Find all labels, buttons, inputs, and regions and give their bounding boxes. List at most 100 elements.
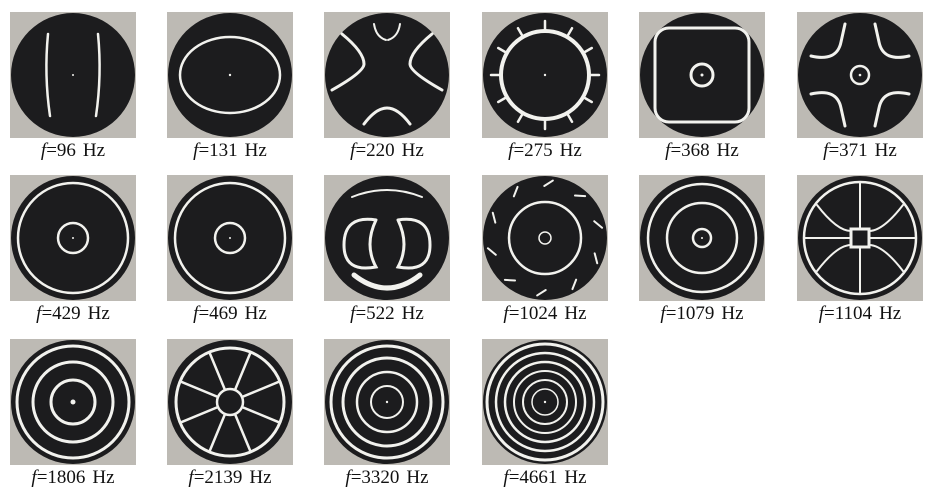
- plate-photo: [167, 339, 293, 465]
- plate-panel: f=469 Hz: [167, 175, 294, 335]
- chladni-pattern-butterfly: [325, 176, 449, 300]
- frequency-value: 371: [839, 140, 868, 161]
- plate-photo: [324, 12, 450, 138]
- sand-line: [873, 22, 911, 59]
- frequency-value: 2139: [204, 467, 243, 488]
- sand-pattern: [653, 26, 751, 124]
- frequency-unit: Hz: [406, 467, 429, 488]
- sand-line: [395, 217, 432, 270]
- sand-ring: [341, 356, 433, 448]
- frequency-symbol: f: [193, 303, 199, 324]
- frequency-unit: Hz: [716, 140, 739, 161]
- chladni-pattern-four-arms-small-ring: [798, 13, 922, 137]
- black-plate: [798, 176, 922, 300]
- sand-pattern: [485, 342, 605, 462]
- frequency-symbol: f: [503, 303, 509, 324]
- sand-spoke: [178, 380, 220, 399]
- frequency-unit: Hz: [87, 303, 110, 324]
- frequency-unit: Hz: [401, 140, 424, 161]
- plate-photo: [324, 339, 450, 465]
- sand-pattern: [174, 346, 286, 458]
- chladni-pattern-many-rings: [483, 340, 607, 464]
- frequency-unit: Hz: [874, 140, 897, 161]
- sand-ring: [522, 379, 568, 425]
- plate-panel: f=371 Hz: [797, 12, 924, 172]
- equals-sign: =: [670, 140, 682, 161]
- plate-photo: [167, 12, 293, 138]
- sand-spoke: [208, 412, 227, 454]
- frequency-caption: f=469 Hz: [167, 302, 293, 326]
- sand-spike: [565, 26, 574, 39]
- frequency-value: 96: [56, 140, 76, 161]
- frequency-symbol: f: [350, 303, 356, 324]
- sand-ring: [646, 182, 758, 294]
- chladni-pattern-three-rings-dot: [11, 340, 135, 464]
- center-dot: [228, 73, 232, 77]
- sand-spike: [496, 46, 509, 55]
- frequency-unit: Hz: [559, 140, 582, 161]
- sand-ring: [849, 64, 871, 86]
- frequency-value: 522: [366, 303, 395, 324]
- frequency-unit: Hz: [244, 140, 267, 161]
- sand-line: [816, 244, 852, 272]
- plate-photo: [324, 175, 450, 301]
- sand-dash: [491, 211, 497, 224]
- sand-line: [362, 106, 412, 126]
- chladni-pattern-four-rings: [325, 340, 449, 464]
- plate-panel: f=1024 Hz: [482, 175, 609, 335]
- frequency-symbol: f: [345, 467, 351, 488]
- equals-sign: =: [36, 467, 48, 488]
- frequency-value: 429: [52, 303, 81, 324]
- plate-panel: f=1104 Hz: [797, 175, 924, 335]
- sand-dash: [593, 220, 604, 229]
- sand-spike: [581, 95, 594, 104]
- frequency-value: 4661: [519, 467, 558, 488]
- sand-spike: [516, 111, 525, 124]
- sand-dash: [593, 252, 599, 265]
- equals-sign: =: [355, 140, 367, 161]
- center-dot: [385, 400, 389, 404]
- sand-pattern: [329, 344, 445, 460]
- equals-sign: =: [355, 303, 367, 324]
- plate-panel: f=429 Hz: [10, 175, 137, 335]
- sand-line: [330, 32, 366, 92]
- frequency-unit: Hz: [244, 303, 267, 324]
- sand-ring: [507, 200, 583, 276]
- frequency-value: 1806: [47, 467, 86, 488]
- equals-sign: =: [508, 467, 520, 488]
- sand-spike: [565, 111, 574, 124]
- center-dot: [858, 73, 862, 77]
- plate-photo: [482, 175, 608, 301]
- equals-sign: =: [193, 467, 205, 488]
- frequency-value: 1079: [676, 303, 715, 324]
- sand-line: [373, 23, 387, 41]
- sand-ring: [691, 227, 713, 249]
- sand-ring: [503, 360, 587, 444]
- sand-ring: [531, 388, 559, 416]
- equals-sign: =: [46, 140, 57, 161]
- frequency-caption: f=1806 Hz: [10, 466, 136, 490]
- equals-sign: =: [198, 303, 210, 324]
- plate-panel: f=131 Hz: [167, 12, 294, 172]
- frequency-caption: f=2139 Hz: [167, 466, 293, 490]
- sand-spike: [581, 46, 594, 55]
- plate-panel: f=4661 Hz: [482, 339, 609, 499]
- chladni-pattern-ring-with-spikes: [483, 13, 607, 137]
- sand-pattern: [178, 35, 282, 115]
- frequency-value: 469: [209, 303, 238, 324]
- sand-ring: [370, 385, 404, 419]
- sand-spike: [496, 95, 509, 104]
- frequency-caption: f=275 Hz: [482, 139, 608, 163]
- black-plate: [325, 13, 449, 137]
- frequency-caption: f=522 Hz: [324, 302, 450, 326]
- sand-dash: [536, 288, 547, 297]
- frequency-value: 275: [524, 140, 553, 161]
- sand-line: [809, 22, 847, 59]
- frequency-value: 220: [366, 140, 395, 161]
- sand-ring: [173, 181, 287, 295]
- sand-pattern: [802, 180, 918, 296]
- frequency-caption: f=368 Hz: [639, 139, 765, 163]
- chladni-pattern-two-rings: [168, 176, 292, 300]
- equals-sign: =: [828, 140, 840, 161]
- sand-spoke: [233, 350, 252, 392]
